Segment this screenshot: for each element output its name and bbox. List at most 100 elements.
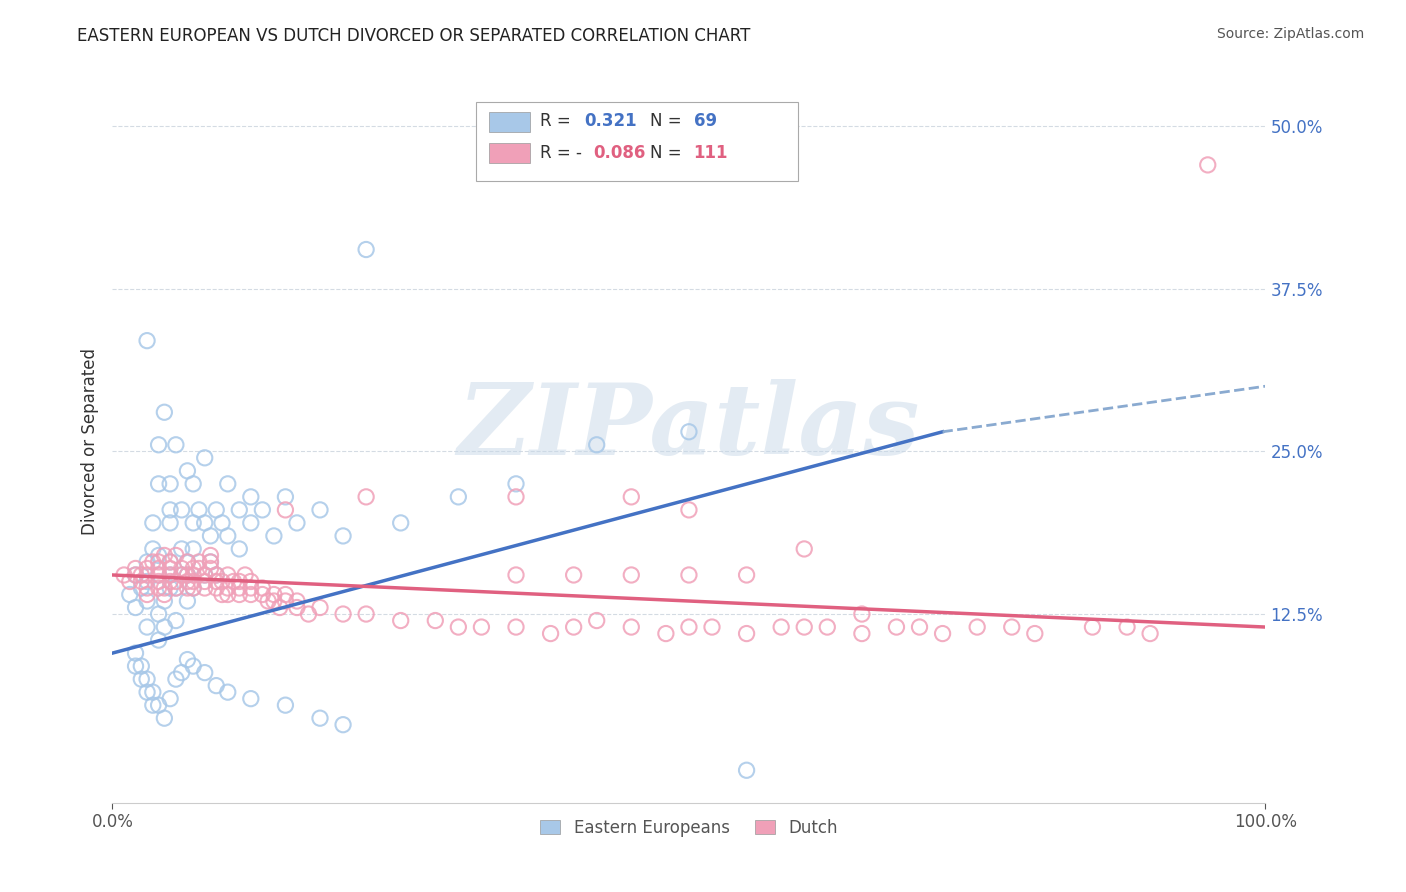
- Point: [159, 476, 181, 491]
- Point: [447, 620, 470, 634]
- Point: [200, 549, 222, 563]
- Point: [217, 587, 239, 601]
- Point: [181, 476, 204, 491]
- Point: [700, 620, 723, 634]
- Point: [124, 561, 146, 575]
- Point: [263, 587, 285, 601]
- Point: [194, 450, 217, 465]
- Point: [1139, 626, 1161, 640]
- Point: [176, 652, 198, 666]
- Point: [181, 541, 204, 556]
- Point: [148, 607, 170, 621]
- Point: [165, 581, 187, 595]
- Point: [274, 594, 297, 608]
- Point: [620, 568, 643, 582]
- Point: [297, 607, 319, 621]
- Point: [181, 561, 204, 575]
- Point: [159, 574, 181, 589]
- Point: [233, 568, 256, 582]
- Point: [309, 600, 332, 615]
- Point: [165, 672, 187, 686]
- Point: [770, 620, 793, 634]
- Point: [211, 516, 233, 530]
- Point: [655, 626, 678, 640]
- Point: [129, 568, 153, 582]
- Point: [153, 587, 176, 601]
- Point: [129, 672, 153, 686]
- Point: [1024, 626, 1046, 640]
- Point: [159, 516, 181, 530]
- Point: [851, 607, 873, 621]
- Point: [505, 490, 527, 504]
- Point: [239, 691, 262, 706]
- Point: [217, 685, 239, 699]
- Point: [142, 516, 165, 530]
- Point: [136, 334, 159, 348]
- Point: [1116, 620, 1139, 634]
- Point: [211, 587, 233, 601]
- Point: [165, 614, 187, 628]
- Point: [176, 555, 198, 569]
- Text: 69: 69: [693, 112, 717, 129]
- Point: [620, 620, 643, 634]
- Point: [159, 503, 181, 517]
- Point: [142, 541, 165, 556]
- Point: [309, 711, 332, 725]
- Point: [136, 574, 159, 589]
- Point: [252, 503, 274, 517]
- Point: [181, 581, 204, 595]
- Point: [148, 555, 170, 569]
- Point: [142, 698, 165, 713]
- Point: [148, 574, 170, 589]
- Point: [118, 587, 141, 601]
- Text: 0.321: 0.321: [583, 112, 637, 129]
- Point: [181, 574, 204, 589]
- Point: [148, 568, 170, 582]
- Point: [332, 607, 354, 621]
- Point: [148, 581, 170, 595]
- Point: [332, 717, 354, 731]
- Point: [931, 626, 953, 640]
- Point: [194, 665, 217, 680]
- Point: [678, 425, 700, 439]
- Point: [176, 594, 198, 608]
- Point: [181, 516, 204, 530]
- Point: [966, 620, 988, 634]
- Point: [205, 581, 228, 595]
- Point: [194, 568, 217, 582]
- Point: [148, 476, 170, 491]
- Point: [354, 490, 377, 504]
- Point: [170, 541, 193, 556]
- Point: [194, 516, 217, 530]
- Point: [124, 659, 146, 673]
- Point: [239, 574, 262, 589]
- Y-axis label: Divorced or Separated: Divorced or Separated: [80, 348, 98, 535]
- Point: [585, 438, 607, 452]
- Text: 111: 111: [693, 144, 728, 161]
- Text: Source: ZipAtlas.com: Source: ZipAtlas.com: [1216, 27, 1364, 41]
- Point: [263, 529, 285, 543]
- Point: [228, 503, 250, 517]
- Point: [228, 587, 250, 601]
- Point: [1197, 158, 1219, 172]
- Point: [1001, 620, 1024, 634]
- Text: N =: N =: [650, 144, 686, 161]
- Point: [136, 555, 159, 569]
- Point: [148, 549, 170, 563]
- Point: [851, 626, 873, 640]
- Point: [205, 679, 228, 693]
- Point: [136, 561, 159, 575]
- Point: [735, 764, 758, 778]
- Point: [176, 555, 198, 569]
- Point: [239, 490, 262, 504]
- Point: [188, 555, 211, 569]
- Point: [176, 464, 198, 478]
- Point: [118, 574, 141, 589]
- Point: [194, 574, 217, 589]
- Point: [239, 587, 262, 601]
- Point: [112, 568, 135, 582]
- Text: N =: N =: [650, 112, 686, 129]
- Point: [181, 568, 204, 582]
- Point: [176, 568, 198, 582]
- Point: [886, 620, 908, 634]
